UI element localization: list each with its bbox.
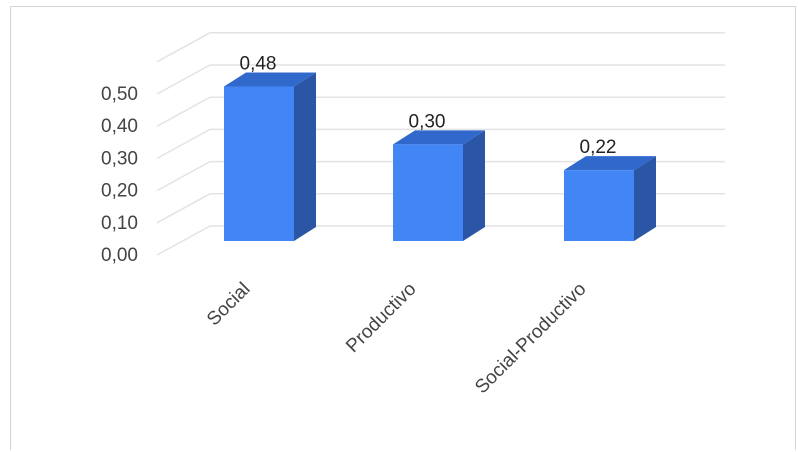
data-label: 0,22 [580,137,617,158]
x-axis-categories: Social Productivo Social-Productivo [203,279,590,398]
bar-side [463,130,485,241]
data-labels: 0,48 0,30 0,22 [240,53,617,158]
bar [564,156,656,241]
y-tick-label: 0,20 [101,181,138,202]
gridline [156,225,725,256]
y-tick-label: 0,30 [101,148,138,169]
y-tick-label: 0,50 [101,84,138,105]
bar [224,72,316,241]
gridline [156,32,725,63]
x-category-label: Productivo [342,279,420,357]
data-label: 0,48 [240,53,277,74]
y-axis-ticks: 0,00 0,10 0,20 0,30 0,40 0,50 [101,84,138,266]
bar-front [564,170,634,241]
gridline [156,160,725,192]
bar-front [224,86,294,241]
bar-top [393,130,485,145]
y-tick-label: 0,40 [101,116,138,137]
bar [393,130,485,241]
data-label: 0,30 [409,111,446,132]
bar-side [634,156,656,241]
bar-top [564,156,656,171]
bar-front [393,144,463,241]
gridline [156,64,725,95]
y-tick-label: 0,00 [101,245,138,266]
gridline [156,96,725,127]
x-category-label: Social [203,279,254,330]
bars [224,72,656,241]
x-category-label: Social-Productivo [471,279,590,398]
y-tick-label: 0,10 [101,213,138,234]
gridline [156,193,725,224]
gridlines [156,32,725,256]
bar-top [224,72,316,87]
bar-side [294,72,316,241]
gridline [156,128,725,160]
